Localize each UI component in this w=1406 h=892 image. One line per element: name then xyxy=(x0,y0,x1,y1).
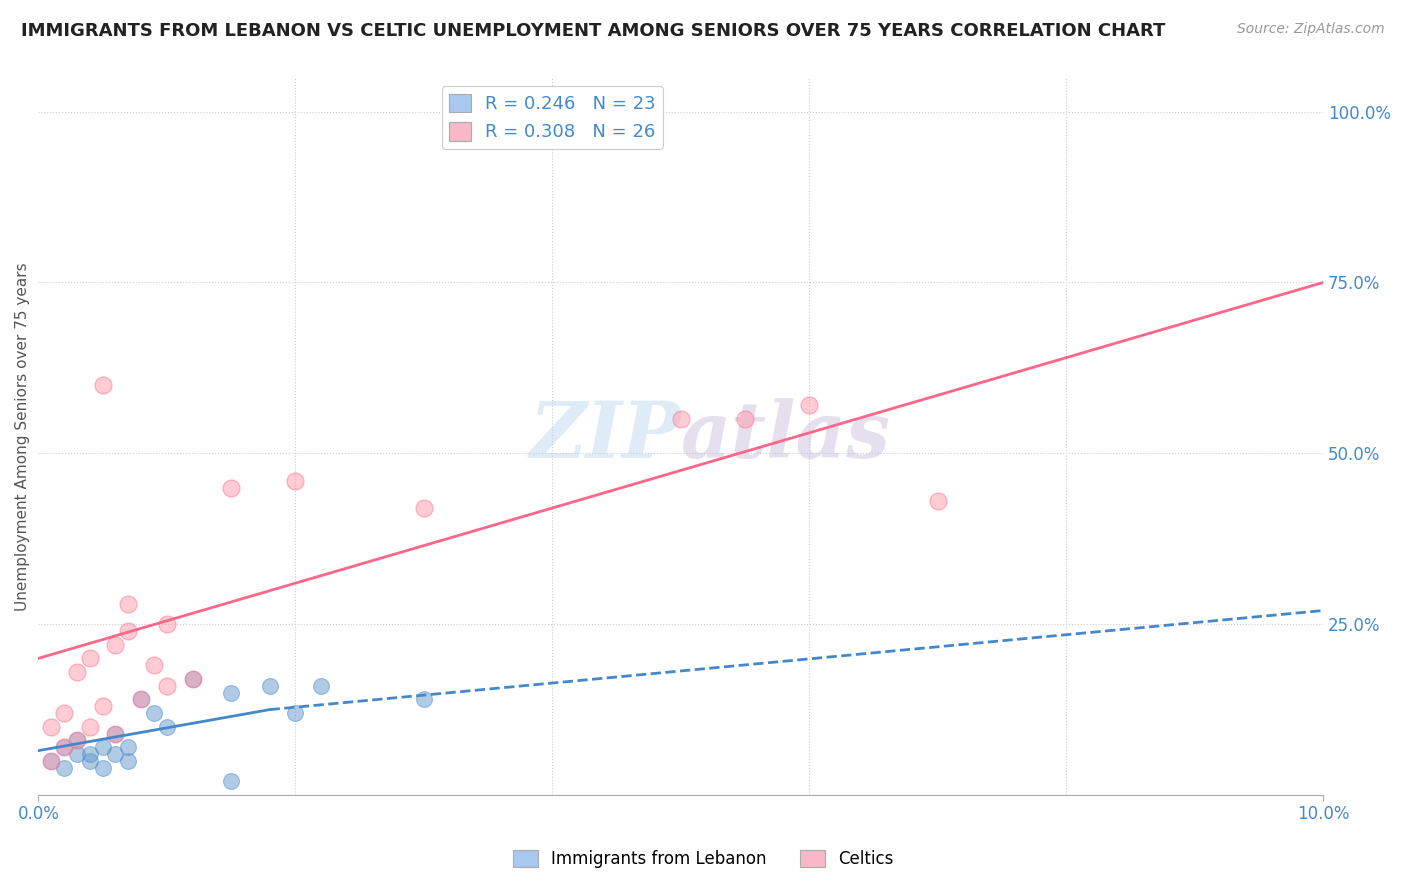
Point xyxy=(104,726,127,740)
Point xyxy=(39,754,62,768)
Point xyxy=(79,747,101,761)
Y-axis label: Unemployment Among Seniors over 75 years: Unemployment Among Seniors over 75 years xyxy=(15,262,30,610)
Point xyxy=(104,747,127,761)
Point xyxy=(79,754,101,768)
Point xyxy=(53,740,76,755)
Point xyxy=(156,720,179,734)
Point xyxy=(129,692,152,706)
Point xyxy=(66,733,89,747)
Point xyxy=(309,679,332,693)
Point xyxy=(91,378,114,392)
Point xyxy=(66,747,89,761)
Point xyxy=(104,726,127,740)
Point xyxy=(259,679,281,693)
Point xyxy=(412,692,434,706)
Point xyxy=(91,740,114,755)
Point xyxy=(91,761,114,775)
Text: ZIP: ZIP xyxy=(529,398,681,475)
Point xyxy=(91,699,114,714)
Point xyxy=(66,733,89,747)
Legend: R = 0.246   N = 23, R = 0.308   N = 26: R = 0.246 N = 23, R = 0.308 N = 26 xyxy=(441,87,662,149)
Point xyxy=(117,597,139,611)
Point xyxy=(219,481,242,495)
Point xyxy=(181,672,204,686)
Point xyxy=(219,685,242,699)
Point xyxy=(734,412,756,426)
Point xyxy=(181,672,204,686)
Text: IMMIGRANTS FROM LEBANON VS CELTIC UNEMPLOYMENT AMONG SENIORS OVER 75 YEARS CORRE: IMMIGRANTS FROM LEBANON VS CELTIC UNEMPL… xyxy=(21,22,1166,40)
Point xyxy=(117,624,139,638)
Point xyxy=(53,761,76,775)
Point xyxy=(284,474,307,488)
Point xyxy=(66,665,89,679)
Point xyxy=(219,774,242,789)
Point xyxy=(39,754,62,768)
Point xyxy=(53,706,76,720)
Text: Source: ZipAtlas.com: Source: ZipAtlas.com xyxy=(1237,22,1385,37)
Text: atlas: atlas xyxy=(681,398,890,475)
Point xyxy=(53,740,76,755)
Legend: Immigrants from Lebanon, Celtics: Immigrants from Lebanon, Celtics xyxy=(506,843,900,875)
Point xyxy=(117,754,139,768)
Point xyxy=(156,679,179,693)
Point xyxy=(104,638,127,652)
Point xyxy=(117,740,139,755)
Point xyxy=(143,706,166,720)
Point xyxy=(143,658,166,673)
Point xyxy=(79,651,101,665)
Point xyxy=(79,720,101,734)
Point xyxy=(39,720,62,734)
Point xyxy=(412,501,434,516)
Point xyxy=(799,399,821,413)
Point xyxy=(927,494,949,508)
Point xyxy=(156,617,179,632)
Point xyxy=(669,412,692,426)
Point xyxy=(284,706,307,720)
Point xyxy=(129,692,152,706)
